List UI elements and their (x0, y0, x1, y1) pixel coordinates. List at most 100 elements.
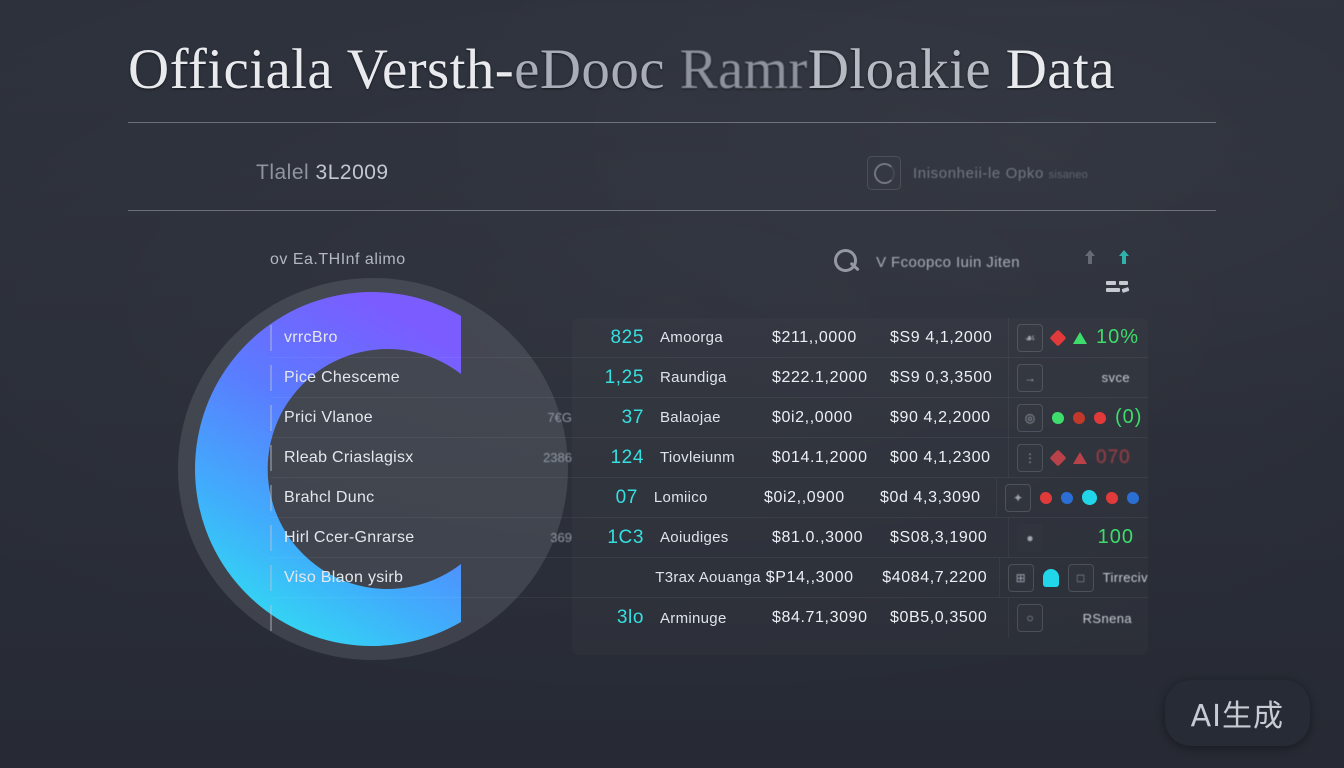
row-accent (270, 525, 272, 551)
row-accent (270, 365, 272, 391)
table-row[interactable]: Viso Blaon ysirb T3rax Aouanga $P14,,300… (270, 558, 1148, 598)
bar-glyph-icon[interactable] (1106, 281, 1130, 297)
status-pip-triangle (1073, 451, 1087, 464)
row-name: Tiovleiunm (660, 449, 735, 466)
row-value-1: $0i2,,0900 (764, 488, 845, 506)
row-status-value: svce (1101, 370, 1130, 385)
leaf-badge-icon[interactable]: ☙ (1017, 323, 1043, 352)
table-row[interactable]: Rleab Criaslagisx 2386 124 Tiovleiunm $0… (270, 438, 1148, 478)
row-label: Hirl Ccer-Gnrarse (284, 528, 415, 546)
ai-generated-watermark: AI生成 (1164, 680, 1310, 746)
row-badges: ✦ (996, 478, 1148, 517)
arrow-up-icon[interactable] (1084, 249, 1096, 265)
row-label: Prici Vlanoe (284, 408, 373, 426)
search-icon[interactable] (832, 247, 862, 277)
row-name: Aoiudiges (660, 529, 729, 546)
table-row[interactable]: Pice Chesceme 1,25 Raundiga $222.1,2000 … (270, 358, 1148, 398)
row-name: Amoorga (660, 329, 723, 346)
row-metric: 07 (615, 486, 638, 508)
row-accent (270, 605, 272, 631)
row-accent (270, 485, 272, 511)
header-divider-top (128, 122, 1216, 123)
page-title: Officiala Versth-eDooc RamrDloakie Data (128, 40, 1216, 100)
status-pip-diamond (1049, 329, 1067, 346)
status-pip-blob (1042, 568, 1059, 587)
title-segment-4: Dloakie (807, 38, 992, 101)
subtitle: Tlalel 3L2009 (256, 161, 389, 185)
row-badges: ☙ 10% (1008, 318, 1148, 357)
header-badge-text: Inisonheii-le Opko (913, 164, 1044, 182)
arrow-up-teal-icon[interactable] (1118, 249, 1130, 265)
toolbar-icons (1084, 249, 1130, 265)
status-pip-blob (1073, 411, 1085, 424)
watermark-label: AI生成 (1190, 699, 1284, 734)
row-value-2: $S08,3,1900 (890, 528, 988, 546)
filter-label[interactable]: ov Ea.THInf alimo (270, 251, 406, 268)
row-metric: 124 (610, 446, 644, 468)
title-segment-2: eDooc (514, 38, 665, 101)
row-badges: ⊞ □ Tirreciv (998, 558, 1148, 597)
status-pip-blob (1106, 491, 1119, 504)
status-pip-blob (1040, 491, 1053, 504)
table-row[interactable]: Hirl Ccer-Gnrarse 369 1C3 Aoiudiges $81.… (270, 518, 1148, 558)
circle-badge-icon[interactable]: ○ (1017, 604, 1043, 632)
node-badge-icon[interactable]: ◎ (1017, 403, 1043, 432)
row-label: Rleab Criaslagisx (284, 448, 414, 466)
row-accent (270, 565, 272, 591)
row-badges: ⋮ 070 (1008, 438, 1148, 477)
row-metric: 1,25 (604, 366, 644, 388)
dot-badge-icon[interactable]: ● (1026, 530, 1034, 545)
data-table: vrrcBro 825 Amoorga $211,,0000 $S9 4,1,2… (270, 318, 1148, 655)
header-subrow: Tlalel 3L2009 Inisonheii-le Opko sisaneo (128, 140, 1216, 206)
row-value-2: $90 4,2,2000 (890, 408, 991, 426)
header-badge-text-small: sisaneo (1048, 168, 1088, 181)
arrow-right-badge-icon[interactable]: → (1017, 363, 1043, 392)
row-name: Raundiga (660, 369, 727, 386)
row-value-2: $S9 0,3,3500 (890, 368, 993, 386)
row-value-1: $014.1,2000 (772, 448, 868, 466)
row-value-1: $222.1,2000 (772, 368, 868, 386)
shape-badge-icon[interactable]: □ (1067, 563, 1094, 592)
row-status-value: 10% (1096, 326, 1140, 348)
row-value-2: $00 4,1,2300 (890, 448, 991, 466)
row-status-value: Tirreciv (1102, 570, 1148, 585)
row-value-2: $4084,7,2200 (882, 568, 988, 586)
row-value-1: $211,,0000 (772, 328, 857, 346)
row-sub: 7€G (547, 410, 572, 425)
row-badges: ◎ (0) (1008, 398, 1148, 437)
search-input[interactable]: V Fcoopco Iuin Jiten (876, 253, 1020, 271)
circle-ring-icon (867, 156, 902, 190)
row-status-value: (0) (1115, 406, 1143, 428)
title-segment-1: Officiala Versth- (128, 38, 515, 101)
subtitle-prefix: Tlalel (256, 161, 310, 184)
status-pip-blob (1082, 490, 1098, 505)
row-badges: ○ RSnena (1008, 598, 1148, 638)
row-value-1: $84.71,3090 (772, 609, 868, 626)
status-pip-diamond (1049, 449, 1067, 466)
table-row[interactable]: Brahcl Dunc 07 Lomiico $0i2,,0900 $0d 4,… (270, 478, 1148, 518)
row-label: Pice Chesceme (284, 368, 400, 386)
table-row[interactable]: Prici Vlanoe 7€G 37 Balaojae $0i2,,0000 … (270, 398, 1148, 438)
spark-badge-icon[interactable]: ✦ (1005, 483, 1032, 512)
table-row[interactable]: vrrcBro 825 Amoorga $211,,0000 $S9 4,1,2… (270, 318, 1148, 358)
row-value-1: $P14,,3000 (765, 568, 854, 586)
row-label: vrrcBro (284, 328, 338, 346)
search-box[interactable]: V Fcoopco Iuin Jiten (832, 247, 1020, 277)
row-name: Arminuge (660, 609, 727, 627)
row-value-2: $0d 4,3,3090 (880, 488, 981, 506)
status-pip-triangle (1073, 331, 1087, 344)
status-pip-blob (1061, 491, 1074, 504)
row-value-1: $0i2,,0000 (772, 408, 853, 426)
header-badge-label: Inisonheii-le Opko sisaneo (913, 165, 1088, 182)
status-pip-blob (1094, 411, 1106, 424)
status-pip-blob (1127, 491, 1140, 504)
header-badge: Inisonheii-le Opko sisaneo (867, 156, 1088, 190)
table-row[interactable]: 3lo Arminuge $84.71,3090 $0B5,0,3500 ○ R… (270, 598, 1148, 638)
subtitle-value: 3L2009 (315, 161, 389, 184)
pulse-badge-icon[interactable]: ⋮ (1017, 443, 1043, 472)
row-accent (270, 445, 272, 471)
row-label: Viso Blaon ysirb (284, 568, 404, 586)
row-name: Lomiico (653, 489, 708, 506)
grid-badge-icon[interactable]: ⊞ (1007, 563, 1034, 592)
